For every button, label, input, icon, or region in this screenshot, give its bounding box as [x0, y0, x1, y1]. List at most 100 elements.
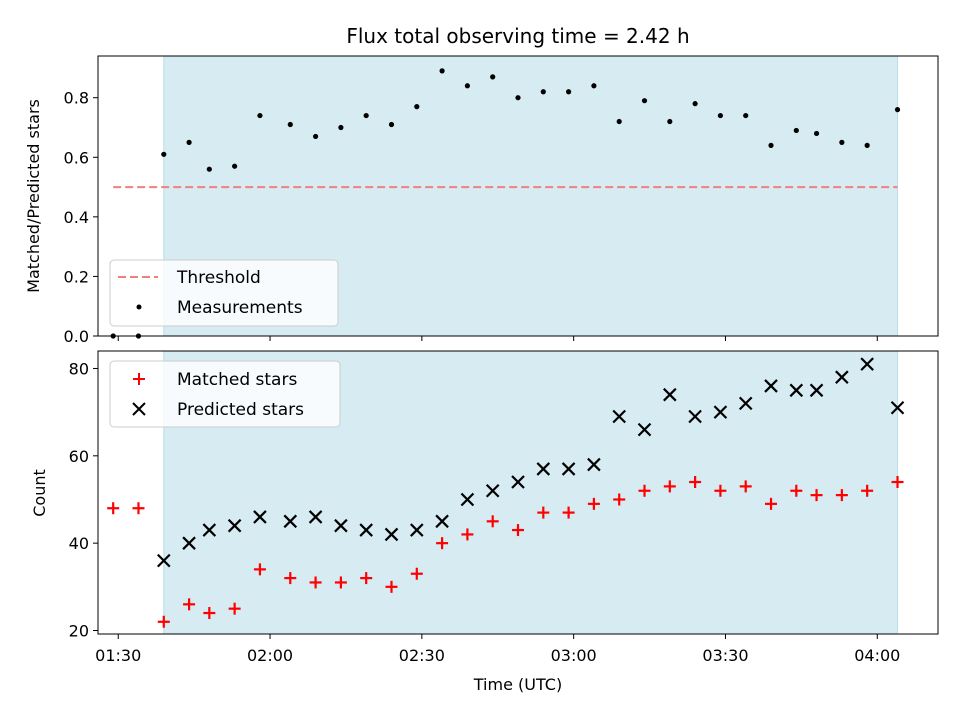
predicted-star-point	[511, 475, 525, 489]
measurement-point	[591, 83, 597, 89]
top-legend-box	[109, 259, 339, 327]
y-tick-label: 60	[69, 447, 89, 466]
measurement-point	[206, 166, 212, 172]
measurement-point	[312, 133, 319, 140]
measurement-point	[161, 151, 167, 157]
measurements-legend-label: Measurements	[177, 298, 303, 318]
predicted-star-point	[764, 379, 778, 393]
top-legend: Threshold Measurements	[109, 259, 339, 327]
measurement-point	[839, 139, 845, 145]
x-tick-label: 01:30	[95, 646, 141, 665]
matched-star-point	[385, 580, 398, 593]
measurement-point	[257, 112, 263, 119]
x-tick-label: 02:30	[399, 646, 445, 665]
matched-star-point	[132, 502, 145, 515]
predicted-star-point	[890, 400, 905, 415]
matched-star-point	[613, 493, 626, 506]
measurement-point	[439, 68, 445, 74]
matched-star-point	[436, 537, 449, 550]
measurement-point	[232, 163, 238, 169]
measurement-point	[692, 101, 698, 107]
measurement-point	[667, 118, 673, 125]
predicted-star-point	[663, 387, 677, 402]
measurement-point	[338, 124, 344, 131]
top-y-axis-label: Matched/Predicted stars	[24, 99, 43, 293]
matched-star-point	[284, 572, 297, 585]
predicted-star-point	[410, 523, 424, 537]
matched-star-point	[891, 476, 904, 489]
measurements-points	[110, 68, 901, 339]
predicted-star-point	[308, 510, 323, 524]
predicted-star-point	[738, 396, 753, 411]
measurement-point	[864, 142, 870, 148]
matched-star-point	[739, 480, 752, 493]
matched-stars-legend-swatch	[133, 373, 145, 385]
matched-star-point	[461, 528, 474, 541]
predicted-star-point	[561, 462, 576, 476]
predicted-star-point	[809, 383, 824, 398]
top-x-ticks	[117, 336, 878, 341]
predicted-star-point	[334, 518, 348, 533]
measurement-point	[515, 95, 521, 101]
matched-star-point	[253, 563, 266, 576]
measurements-legend-swatch	[136, 304, 142, 310]
bottom-legend-box	[109, 360, 341, 428]
measurement-point	[540, 89, 546, 95]
matched-star-point	[512, 524, 524, 537]
matched-star-point	[203, 607, 216, 620]
x-axis-label: Time (UTC)	[473, 675, 562, 694]
predicted-star-point	[227, 518, 242, 533]
x-tick-label: 03:00	[551, 646, 597, 665]
x-tick-label: 03:30	[702, 646, 748, 665]
top-axes-frame	[97, 55, 939, 337]
matched-star-point	[790, 484, 803, 497]
matched-star-point	[334, 576, 347, 589]
measurement-point	[717, 112, 724, 119]
matched-star-point	[309, 576, 322, 589]
matched-star-point	[410, 567, 423, 580]
matched-star-point	[587, 497, 600, 510]
top-chart-title: Flux total observing time = 2.42 h	[346, 24, 689, 48]
measurement-point	[616, 118, 622, 125]
matched-star-point	[486, 515, 499, 528]
predicted-stars-points	[157, 357, 905, 568]
measurement-point	[894, 107, 901, 113]
predicted-star-point	[283, 514, 298, 529]
measurement-point	[414, 104, 420, 110]
predicted-star-point	[485, 483, 500, 498]
y-tick-label: 0.8	[64, 89, 89, 108]
x-tick-label: 02:00	[247, 646, 293, 665]
predicted-star-point	[789, 383, 804, 398]
predicted-star-point	[202, 523, 217, 537]
measurement-point	[743, 112, 749, 119]
predicted-stars-legend-swatch	[132, 402, 146, 416]
matched-star-point	[861, 484, 874, 497]
measurement-point	[768, 142, 774, 148]
predicted-stars-legend-label: Predicted stars	[177, 400, 304, 420]
y-tick-label: 0.6	[64, 148, 89, 167]
matched-stars-points	[107, 476, 904, 628]
matched-star-point	[765, 497, 778, 510]
matched-star-point	[638, 484, 651, 497]
predicted-star-point	[713, 405, 728, 419]
threshold-legend-label: Threshold	[176, 268, 261, 288]
y-tick-label: 0.4	[64, 208, 89, 227]
y-tick-label: 40	[69, 534, 89, 553]
predicted-star-point	[460, 492, 475, 507]
bottom-axes-frame	[97, 350, 939, 635]
x-tick-label: 04:00	[854, 646, 900, 665]
top-panel: 0.0 0.2 0.4 0.6 0.8 Flux total observing tim…	[24, 24, 939, 346]
measurement-point	[388, 121, 395, 128]
measurement-point	[186, 139, 192, 145]
matched-star-point	[810, 489, 823, 502]
matched-star-point	[360, 572, 373, 585]
measurement-point	[464, 83, 470, 89]
measurement-point	[641, 98, 648, 104]
matched-star-point	[228, 602, 241, 615]
measurement-point	[813, 130, 820, 137]
predicted-star-point	[182, 536, 196, 550]
predicted-star-point	[860, 357, 874, 371]
matched-star-point	[107, 502, 120, 515]
